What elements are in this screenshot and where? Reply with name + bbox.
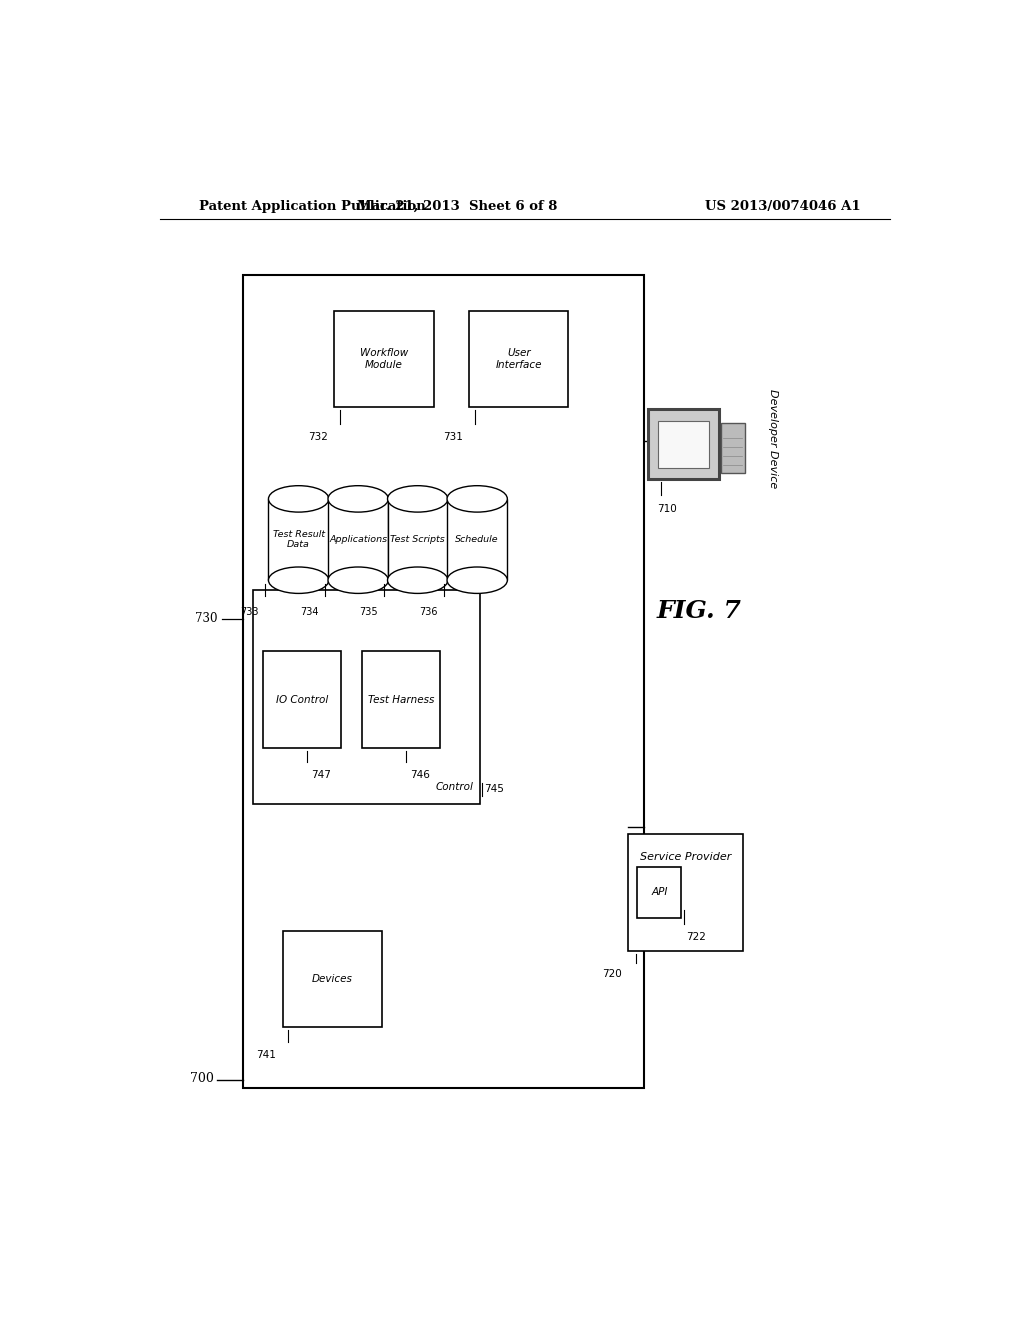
Ellipse shape xyxy=(328,486,388,512)
Text: FIG. 7: FIG. 7 xyxy=(657,599,741,623)
FancyBboxPatch shape xyxy=(638,867,681,917)
Text: API: API xyxy=(651,887,668,898)
Polygon shape xyxy=(387,499,447,581)
Ellipse shape xyxy=(268,486,329,512)
Text: Applications: Applications xyxy=(329,535,387,544)
FancyBboxPatch shape xyxy=(628,834,743,952)
FancyBboxPatch shape xyxy=(648,409,719,479)
FancyBboxPatch shape xyxy=(253,590,479,804)
Ellipse shape xyxy=(447,486,507,512)
Text: Test Scripts: Test Scripts xyxy=(390,535,445,544)
FancyBboxPatch shape xyxy=(657,421,710,467)
FancyBboxPatch shape xyxy=(469,312,568,408)
Text: 710: 710 xyxy=(657,504,677,513)
Text: IO Control: IO Control xyxy=(275,694,328,705)
Text: Workflow
Module: Workflow Module xyxy=(359,348,408,370)
Polygon shape xyxy=(268,499,329,581)
FancyBboxPatch shape xyxy=(334,312,433,408)
Text: Devices: Devices xyxy=(312,974,353,985)
Text: 730: 730 xyxy=(196,612,218,626)
Text: 741: 741 xyxy=(257,1049,276,1060)
Text: 747: 747 xyxy=(311,771,331,780)
Ellipse shape xyxy=(328,568,388,594)
Text: 734: 734 xyxy=(300,607,318,616)
Text: Patent Application Publication: Patent Application Publication xyxy=(200,199,426,213)
Ellipse shape xyxy=(447,568,507,594)
Text: 733: 733 xyxy=(241,607,259,616)
Text: 732: 732 xyxy=(308,432,328,442)
Ellipse shape xyxy=(268,568,329,594)
Polygon shape xyxy=(328,499,388,581)
Text: Service Provider: Service Provider xyxy=(640,851,731,862)
FancyBboxPatch shape xyxy=(283,931,382,1027)
FancyBboxPatch shape xyxy=(362,651,440,748)
Text: 746: 746 xyxy=(411,771,430,780)
FancyBboxPatch shape xyxy=(243,276,644,1089)
FancyBboxPatch shape xyxy=(263,651,341,748)
Text: Developer Device: Developer Device xyxy=(768,389,778,488)
Text: 736: 736 xyxy=(419,607,437,616)
Text: 735: 735 xyxy=(359,607,378,616)
Text: Control: Control xyxy=(435,781,473,792)
Text: Test Result
Data: Test Result Data xyxy=(272,529,325,549)
Text: Mar. 21, 2013  Sheet 6 of 8: Mar. 21, 2013 Sheet 6 of 8 xyxy=(357,199,557,213)
Text: 700: 700 xyxy=(189,1072,214,1085)
Text: 722: 722 xyxy=(686,932,706,942)
Text: Schedule: Schedule xyxy=(456,535,499,544)
Polygon shape xyxy=(447,499,507,581)
Text: US 2013/0074046 A1: US 2013/0074046 A1 xyxy=(705,199,860,213)
Text: Test Harness: Test Harness xyxy=(368,694,434,705)
Ellipse shape xyxy=(387,486,447,512)
FancyBboxPatch shape xyxy=(721,422,744,474)
Ellipse shape xyxy=(387,568,447,594)
Text: User
Interface: User Interface xyxy=(496,348,542,370)
Text: 720: 720 xyxy=(602,969,622,979)
Text: 745: 745 xyxy=(484,784,504,793)
Text: 731: 731 xyxy=(443,432,463,442)
